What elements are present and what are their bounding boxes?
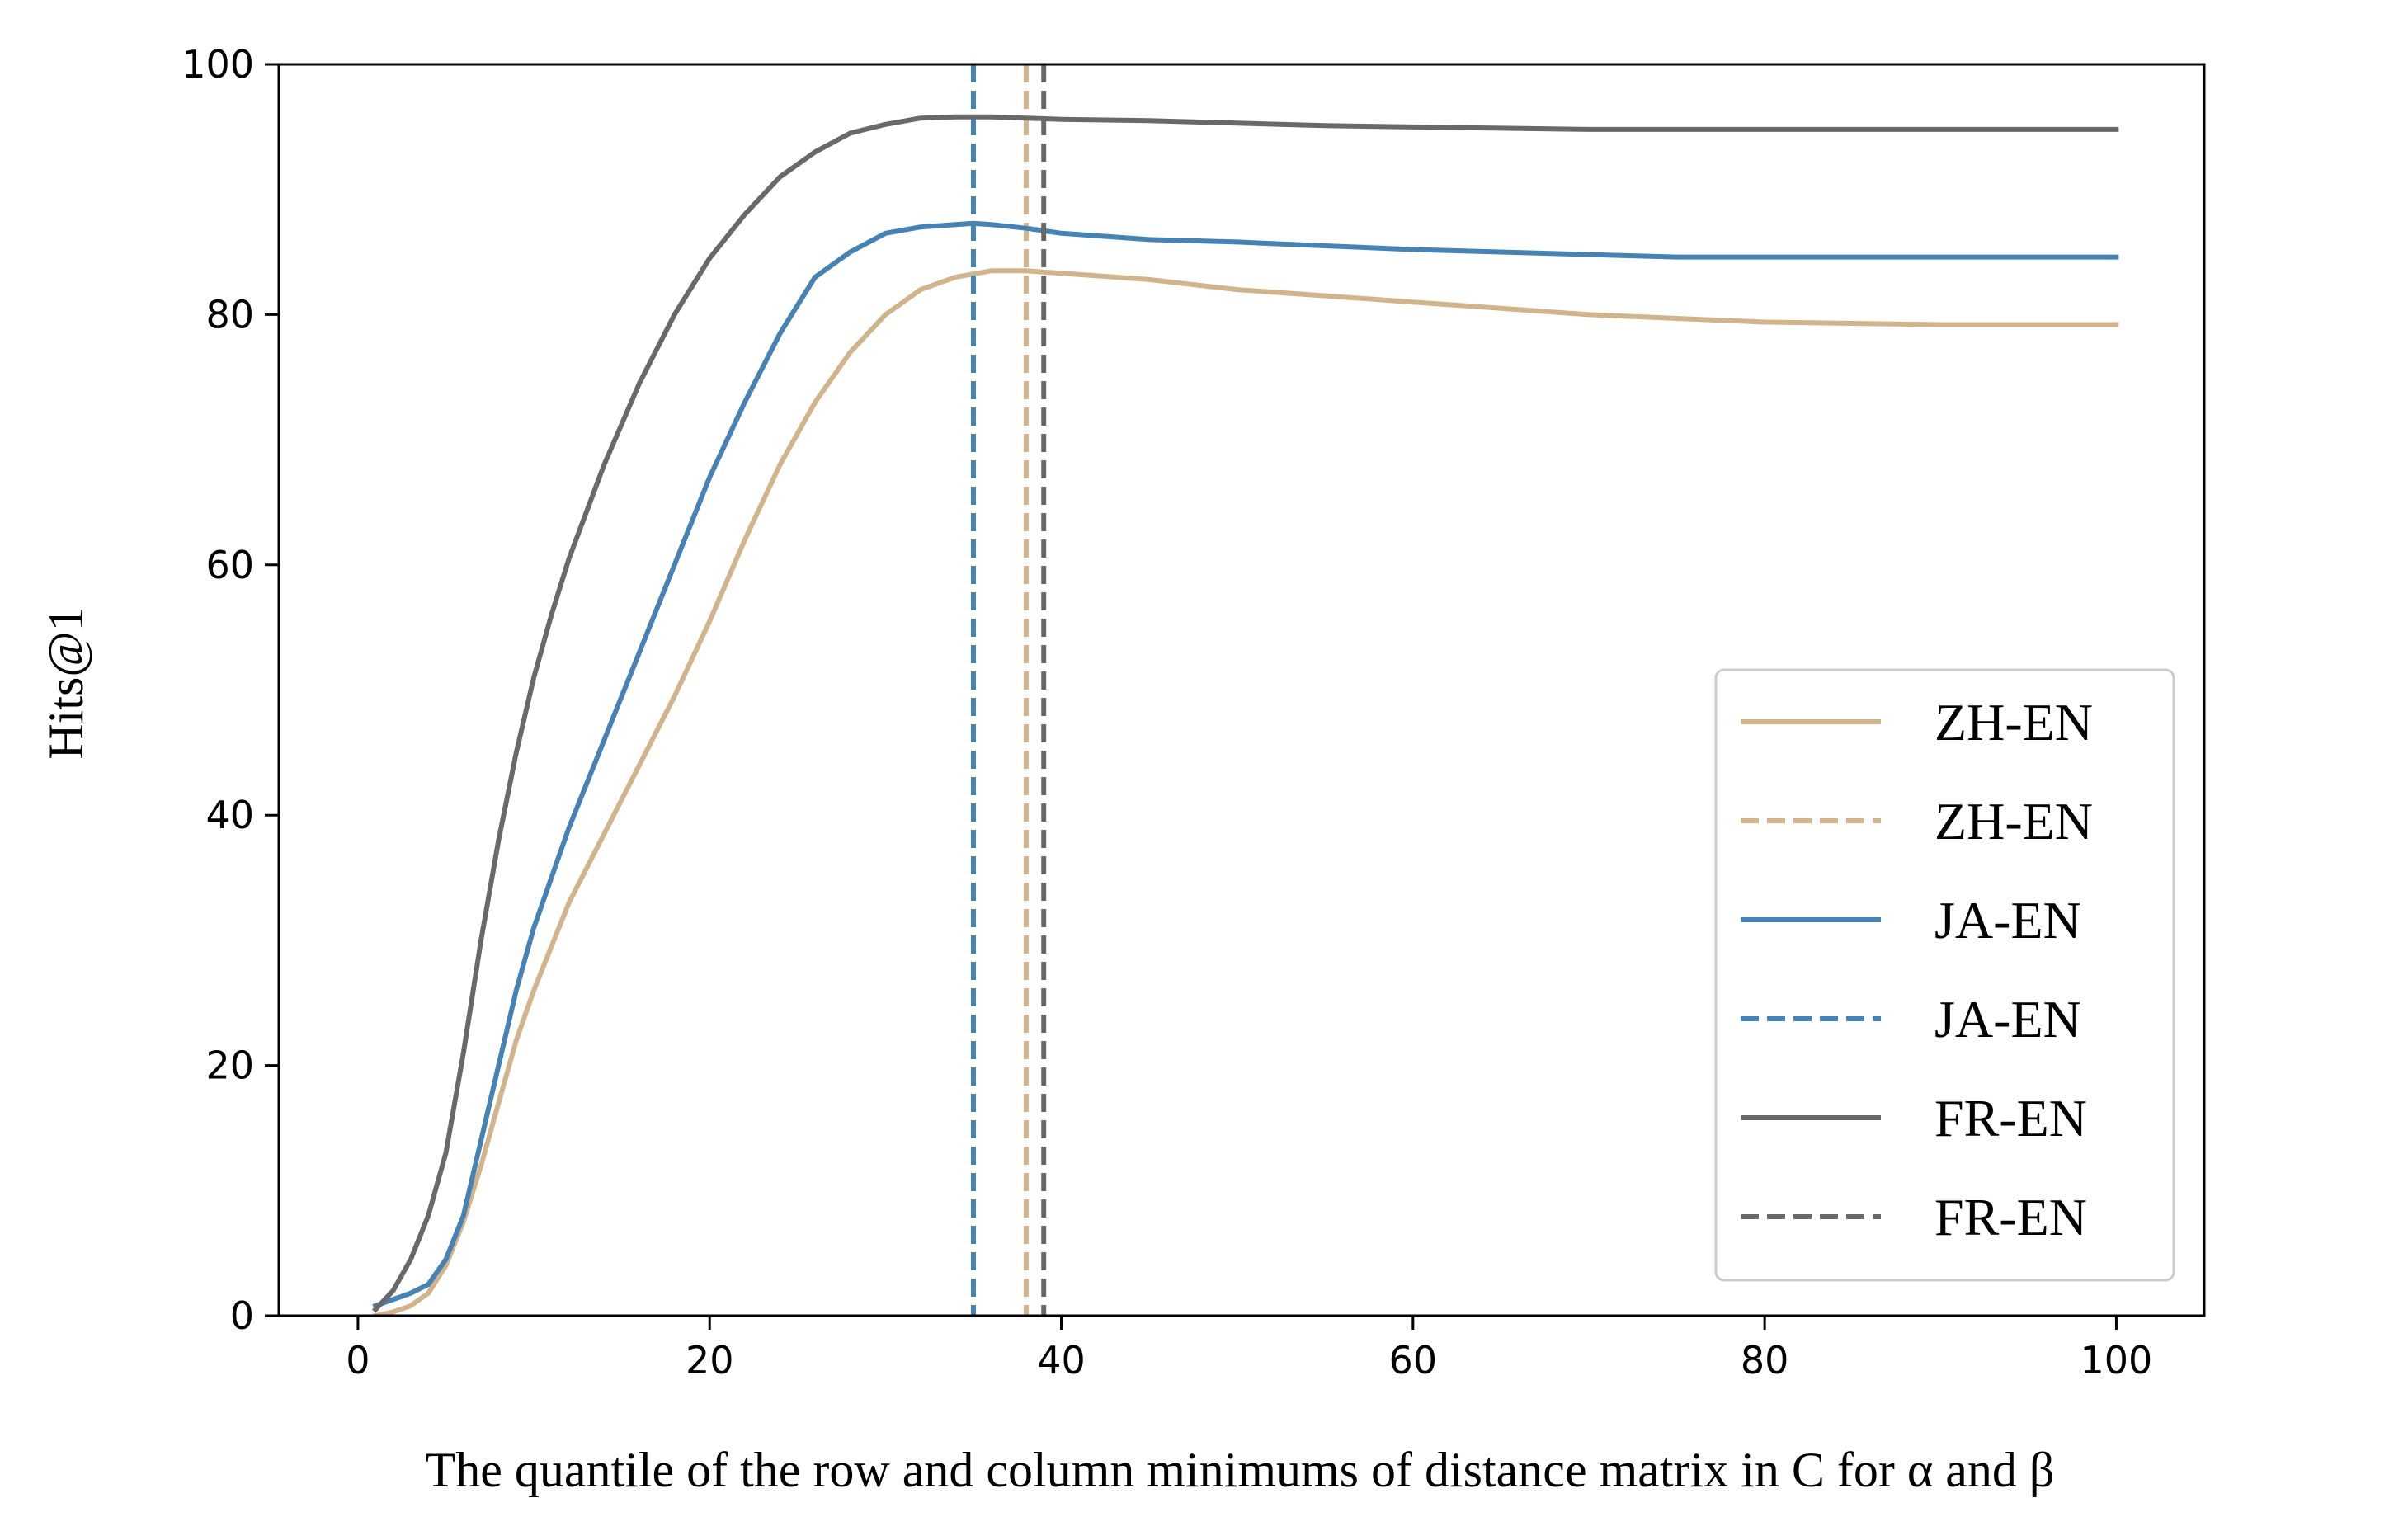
x-axis-label: The quantile of the row and column minim… <box>426 1443 2055 1497</box>
y-tick-label: 20 <box>205 1043 254 1088</box>
series-line-zh-en <box>372 268 2119 1316</box>
y-tick-label: 60 <box>205 543 254 587</box>
x-tick-label: 0 <box>346 1338 370 1383</box>
x-tick-label: 40 <box>1037 1338 1086 1383</box>
legend-label-ja-en-dashed: JA-EN <box>1934 990 2081 1048</box>
legend: ZH-EN ZH-EN JA-EN JA-EN FR-EN FR-EN <box>1714 668 2175 1282</box>
y-axis-label: Hits@1 <box>39 606 93 759</box>
plot-area <box>371 64 2119 1316</box>
y-tick-label: 80 <box>205 292 254 337</box>
legend-label-zh-en-solid: ZH-EN <box>1934 693 2093 751</box>
axes: 0 20 40 60 80 100 0 20 40 60 80 100 <box>181 42 2206 1383</box>
x-tick-label: 80 <box>1741 1338 1789 1383</box>
series-group <box>371 64 2119 1316</box>
series-line-fr-en <box>371 114 2119 1313</box>
legend-label-ja-en-solid: JA-EN <box>1934 891 2081 949</box>
legend-label-fr-en-solid: FR-EN <box>1934 1089 2087 1147</box>
legend-label-fr-en-dashed: FR-EN <box>1934 1188 2087 1246</box>
series-line-ja-en <box>372 220 2119 1309</box>
x-tick-label: 20 <box>686 1338 734 1383</box>
y-tick-label: 40 <box>205 793 254 837</box>
y-tick-label: 100 <box>181 42 254 87</box>
legend-label-zh-en-dashed: ZH-EN <box>1934 792 2093 850</box>
y-tick-label: 0 <box>230 1293 254 1338</box>
x-tick-label: 100 <box>2080 1338 2153 1383</box>
axes-frame <box>277 63 2206 1317</box>
x-tick-label: 60 <box>1389 1338 1438 1383</box>
